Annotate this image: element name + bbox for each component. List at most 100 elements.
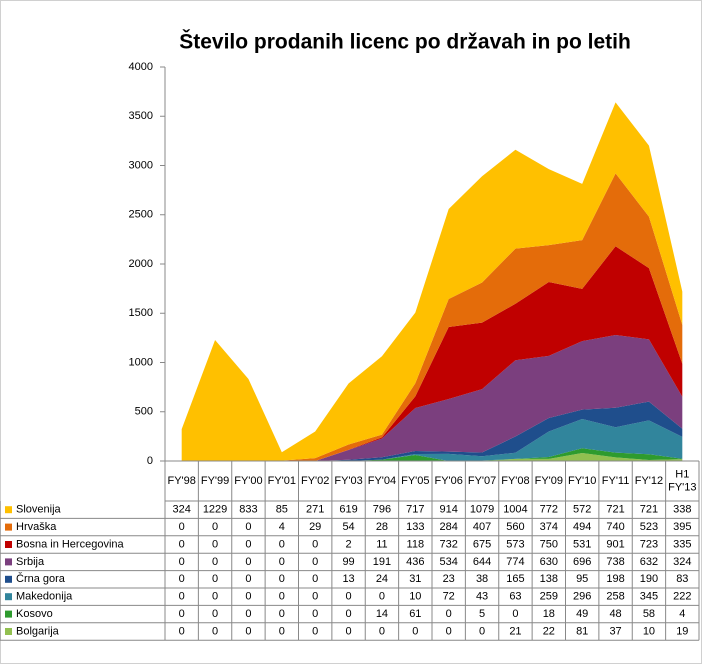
table-cell: 0: [245, 573, 251, 585]
table-cell: 0: [312, 538, 318, 550]
table-cell: 43: [476, 591, 488, 603]
table-cell: 0: [346, 608, 352, 620]
area: [181, 335, 683, 461]
area: [181, 401, 683, 461]
table-cell: 18: [543, 608, 555, 620]
table-cell: 796: [373, 504, 391, 516]
y-tick-label: 3500: [129, 110, 153, 122]
legend-swatch: [5, 558, 12, 566]
table-cell: 0: [346, 625, 352, 637]
table-cell: 48: [609, 608, 621, 620]
table-cell: 0: [279, 573, 285, 585]
table-cell: 723: [640, 538, 658, 550]
table-cell: 0: [312, 573, 318, 585]
table-cell: 258: [606, 591, 624, 603]
table-cell: 0: [212, 608, 218, 620]
table-cell: 58: [643, 608, 655, 620]
table-cell: 118: [407, 538, 425, 550]
table-cell: 24: [376, 573, 388, 585]
table-cell: 222: [673, 591, 691, 603]
x-tick-label: FY'03: [334, 475, 362, 487]
table-cell: 644: [473, 556, 491, 568]
table-cell: 0: [245, 538, 251, 550]
table-cell: 0: [446, 625, 452, 637]
table-cell: 0: [279, 556, 285, 568]
table-cell: 83: [676, 573, 688, 585]
table-cell: 0: [179, 591, 185, 603]
table-cell: 49: [576, 608, 588, 620]
table-cell: 0: [312, 608, 318, 620]
area: [181, 419, 683, 461]
x-tick-label: FY'08: [501, 475, 529, 487]
table-cell: 721: [606, 504, 624, 516]
x-tick-label: FY'12: [635, 475, 663, 487]
table-cell: 324: [673, 556, 691, 568]
legend-label: Hrvaška: [16, 521, 57, 533]
table-cell: 732: [440, 538, 458, 550]
legend-swatch: [5, 628, 12, 635]
table-cell: 0: [279, 625, 285, 637]
table-cell: 774: [506, 556, 524, 568]
area: [181, 102, 683, 461]
table-cell: 560: [506, 521, 524, 533]
table-cell: 717: [406, 504, 424, 516]
table-cell: 23: [443, 573, 455, 585]
table-cell: 0: [245, 521, 251, 533]
y-tick-label: 4000: [129, 61, 153, 73]
chart-title: Število prodanih licenc po državah in po…: [179, 30, 631, 54]
table-cell: 0: [279, 608, 285, 620]
table-cell: 0: [245, 608, 251, 620]
table-cell: 395: [673, 521, 691, 533]
table-cell: 738: [606, 556, 624, 568]
legend-swatch: [5, 523, 12, 531]
table-cell: 0: [312, 591, 318, 603]
table-cell: 901: [606, 538, 624, 550]
table-cell: 0: [279, 538, 285, 550]
table-cell: 22: [543, 625, 555, 637]
table-cell: 630: [540, 556, 558, 568]
table-cell: 10: [643, 625, 655, 637]
table-cell: 534: [440, 556, 458, 568]
x-tick-label: FY'99: [201, 475, 229, 487]
table-cell: 72: [443, 591, 455, 603]
legend-swatch: [5, 593, 12, 601]
table-cell: 28: [376, 521, 388, 533]
table-cell: 0: [479, 625, 485, 637]
table-cell: 99: [342, 556, 354, 568]
legend-label: Srbija: [16, 556, 45, 568]
table-cell: 0: [245, 556, 251, 568]
table-cell: 284: [440, 521, 458, 533]
legend-swatch: [5, 575, 12, 583]
y-tick-label: 0: [147, 455, 153, 467]
table-cell: 21: [509, 625, 521, 637]
table-cell: 523: [640, 521, 658, 533]
table-cell: 191: [373, 556, 391, 568]
table-cell: 345: [640, 591, 658, 603]
table-cell: 259: [540, 591, 558, 603]
table-cell: 0: [179, 556, 185, 568]
table-cell: 833: [239, 504, 257, 516]
table-cell: 572: [573, 504, 591, 516]
table-cell: 494: [573, 521, 591, 533]
table-cell: 14: [376, 608, 388, 620]
table-cell: 0: [179, 573, 185, 585]
table-cell: 38: [476, 573, 488, 585]
y-tick-label: 3000: [129, 159, 153, 171]
table-cell: 19: [676, 625, 688, 637]
table-cell: 0: [245, 591, 251, 603]
legend-label: Črna gora: [16, 572, 66, 585]
table-cell: 95: [576, 573, 588, 585]
table-cell: 0: [379, 625, 385, 637]
table-cell: 85: [276, 504, 288, 516]
table-cell: 0: [212, 573, 218, 585]
x-tick-label: H1 FY'13: [668, 468, 696, 493]
table-cell: 436: [406, 556, 424, 568]
x-tick-label: FY'98: [167, 475, 195, 487]
table-cell: 10: [409, 591, 421, 603]
table-cell: 632: [640, 556, 658, 568]
table-cell: 2: [346, 538, 352, 550]
table-cell: 0: [512, 608, 518, 620]
legend-label: Bolgarija: [16, 625, 60, 637]
table-cell: 573: [506, 538, 524, 550]
table-cell: 914: [440, 504, 458, 516]
